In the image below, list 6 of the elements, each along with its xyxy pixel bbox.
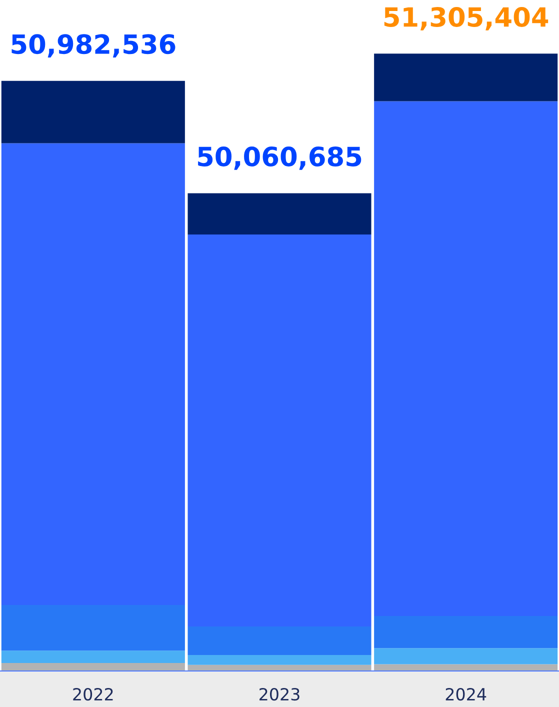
x-tick-label: 2022	[73, 688, 113, 701]
x-tick-label: 2023	[260, 688, 300, 701]
annotation: 51,305,404	[384, 7, 548, 30]
annotation: 50,982,536	[12, 34, 176, 58]
annotation: 50,060,685	[198, 146, 362, 170]
x-tick-label: 2024	[446, 688, 486, 701]
